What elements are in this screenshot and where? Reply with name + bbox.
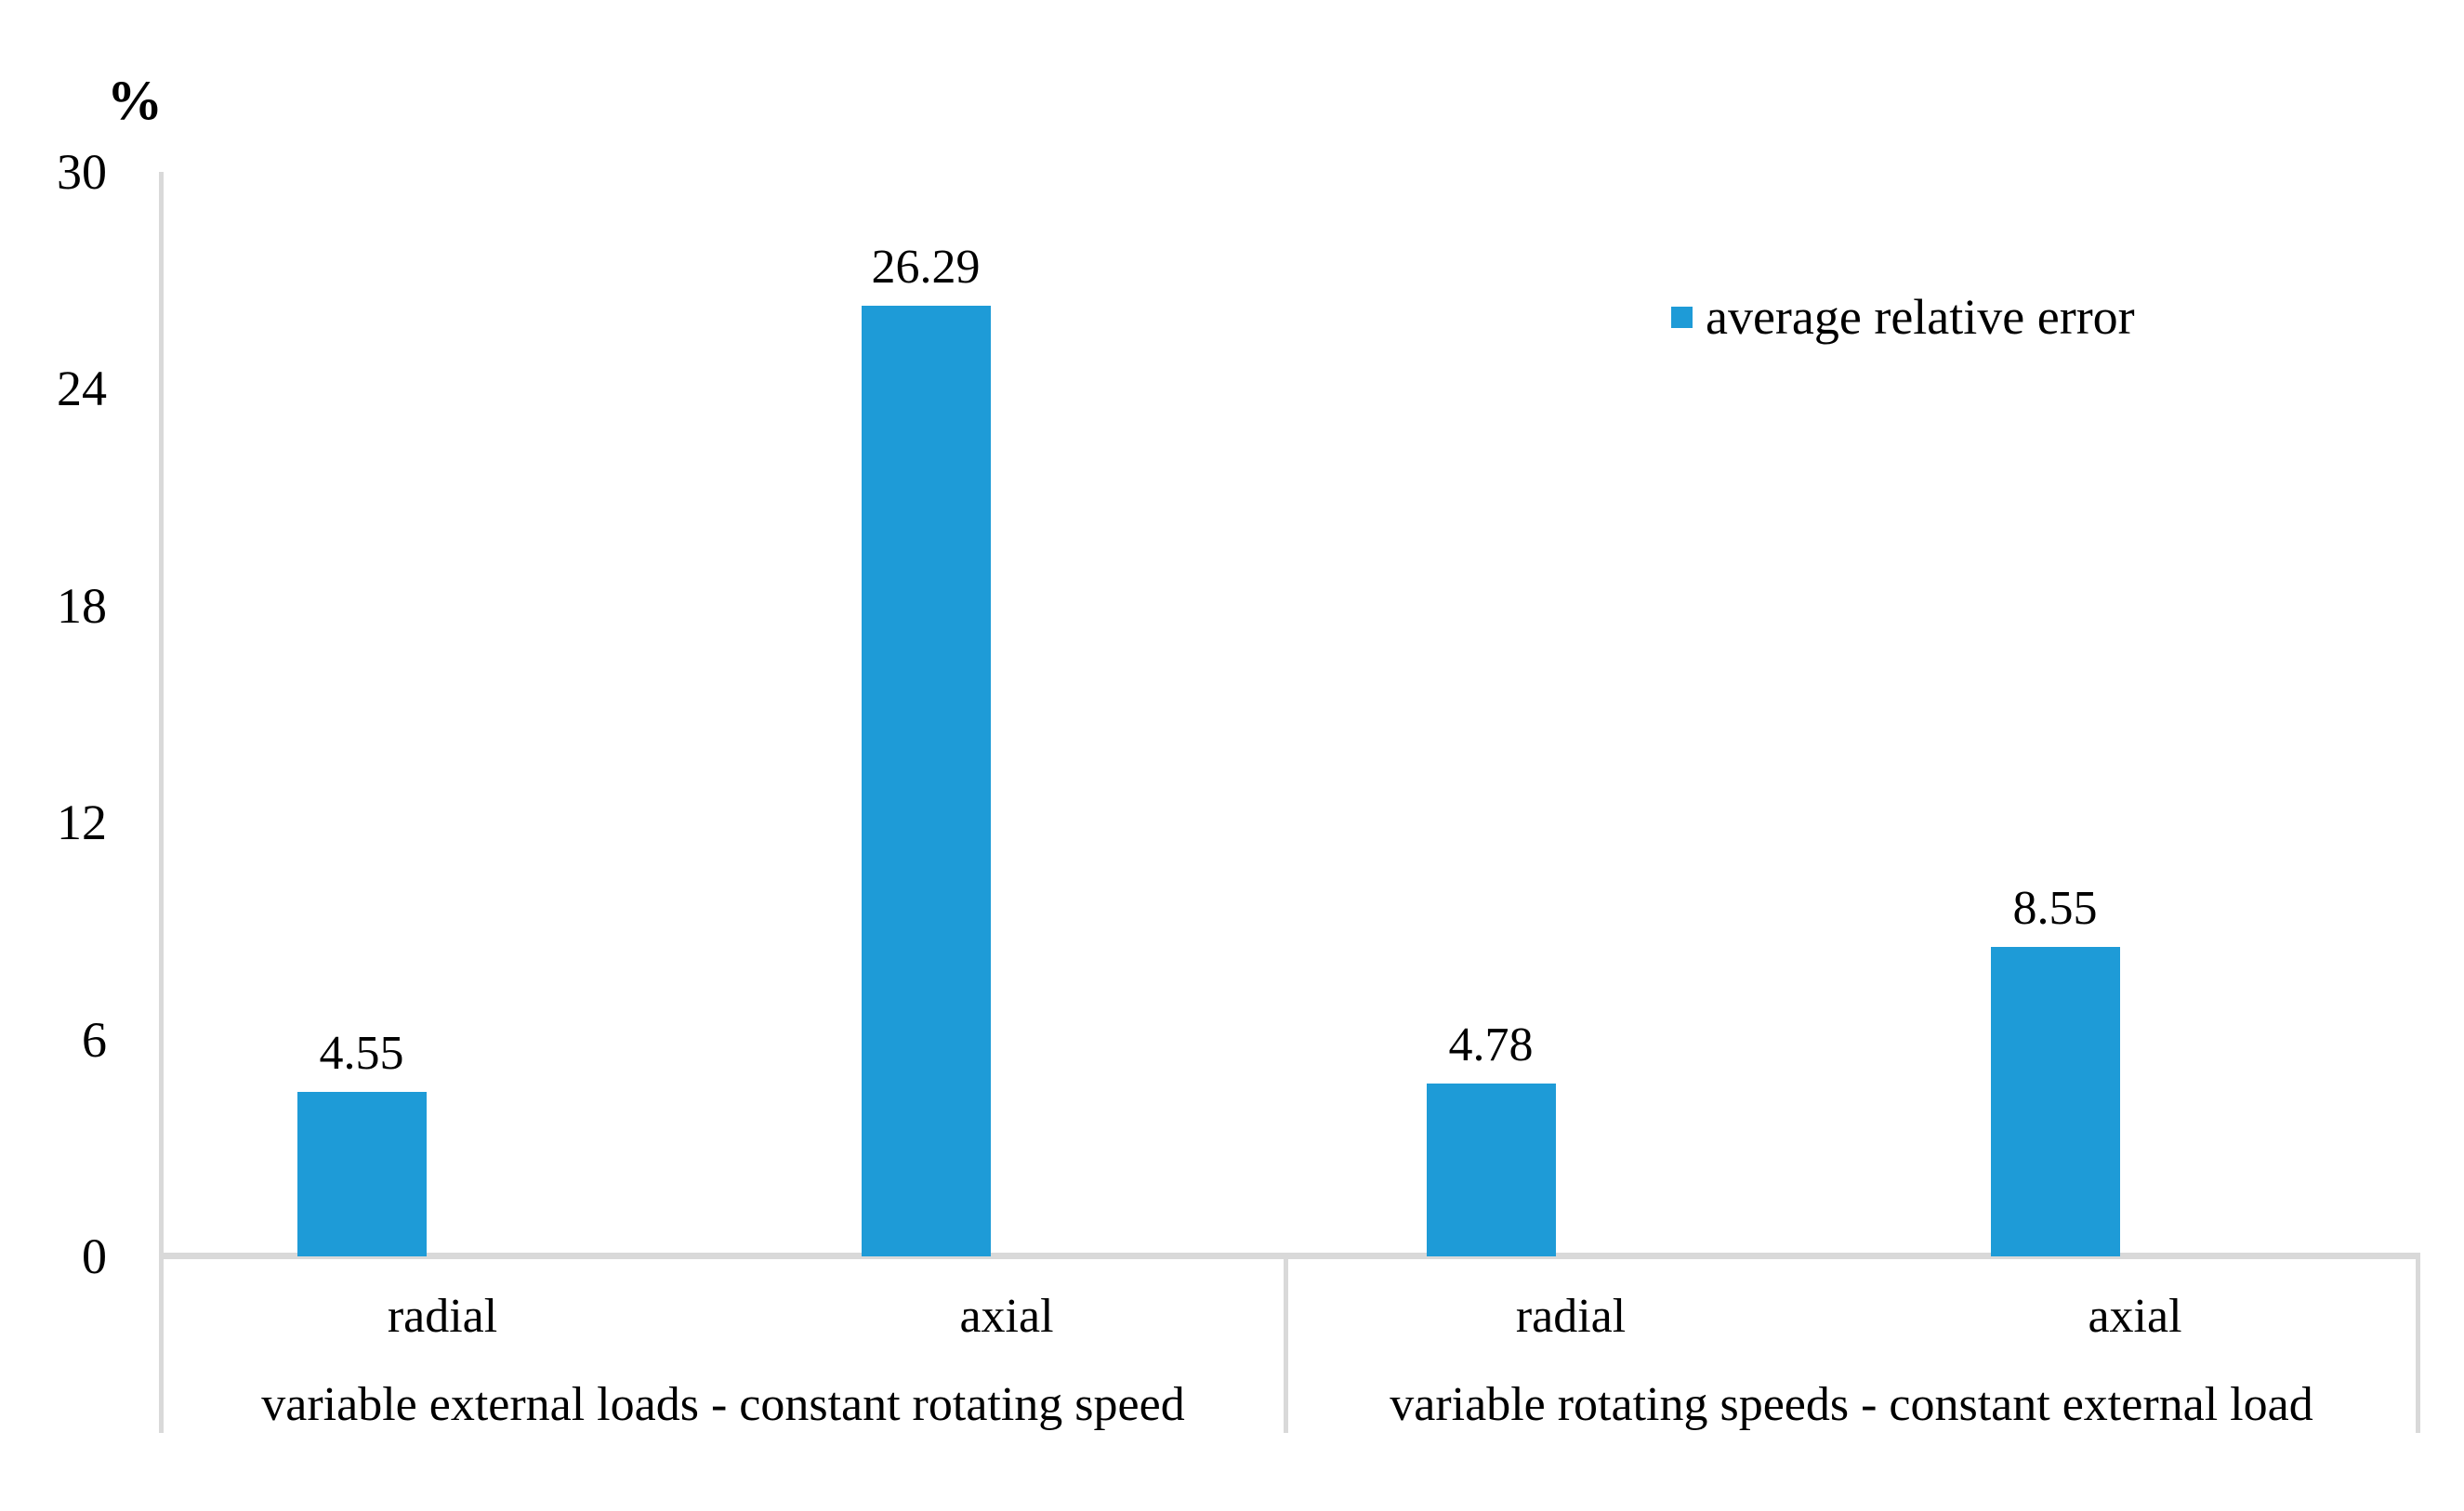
- category-box-right-border: [2416, 1256, 2420, 1433]
- y-axis-tick-label: 0: [82, 1229, 107, 1284]
- legend-color-swatch: [1671, 306, 1693, 328]
- bar-radial-group1: [296, 1092, 427, 1256]
- y-axis-line: [159, 172, 164, 1256]
- group-label-2: variable rotating speeds - constant exte…: [1390, 1378, 2313, 1431]
- legend-label: average relative error: [1706, 289, 2135, 345]
- bar-value-label: 26.29: [871, 241, 981, 295]
- y-axis-tick-label: 30: [57, 144, 107, 200]
- bar-value-label: 4.78: [1448, 1018, 1534, 1072]
- y-axis-tick-label: 12: [57, 795, 107, 851]
- legend: average relative error: [1671, 292, 2135, 342]
- category-label-radial: radial: [387, 1290, 498, 1343]
- y-axis-unit-label: %: [107, 70, 163, 131]
- x-axis-line: [159, 1253, 2420, 1259]
- category-group-divider: [1284, 1256, 1288, 1433]
- y-axis-tick-label: 6: [82, 1011, 107, 1068]
- category-box-left-border: [159, 1256, 164, 1433]
- bar-radial-group2: [1426, 1084, 1556, 1256]
- category-label-radial: radial: [1515, 1290, 1627, 1343]
- bar-value-label: 4.55: [319, 1027, 404, 1080]
- bar-axial-group2: [1990, 947, 2120, 1256]
- category-label-axial: axial: [959, 1290, 1054, 1343]
- bar-axial-group1: [861, 306, 991, 1256]
- y-axis-tick-label: 24: [57, 361, 107, 417]
- bar-value-label: 8.55: [2012, 882, 2098, 936]
- y-axis-tick-label: 18: [57, 577, 107, 634]
- category-label-axial: axial: [2088, 1290, 2182, 1343]
- group-label-1: variable external loads - constant rotat…: [261, 1378, 1185, 1431]
